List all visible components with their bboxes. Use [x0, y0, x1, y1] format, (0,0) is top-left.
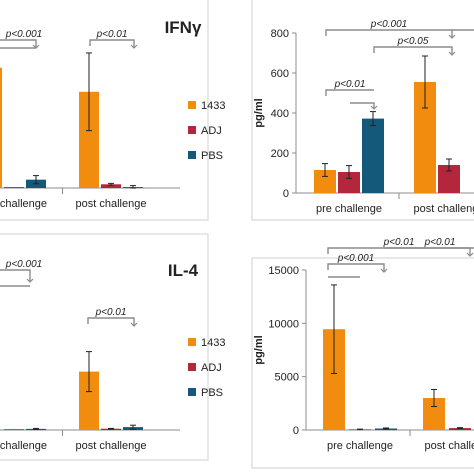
il4_left-legend-label: ADJ	[201, 362, 222, 374]
il4_left-bar-adj	[4, 429, 24, 430]
il4_right-y-axis-label: pg/ml	[253, 335, 265, 364]
ifng_left-p-value-label: p<0.01	[96, 29, 128, 40]
il4_left-legend-swatch	[188, 363, 196, 371]
ifng_right-y-axis-label: pg/ml	[253, 98, 265, 127]
ifng_right-significance-bracket	[373, 46, 453, 55]
title-ifng: IFNγ	[165, 18, 202, 37]
il4_right-category-label: pre challenge	[327, 440, 393, 452]
ifng_left-legend-swatch	[188, 126, 196, 134]
ifng_right-bracket-arrow	[448, 51, 456, 56]
il4_left-category-label: pre challenge	[0, 440, 47, 452]
ifng_left-bar-1433	[79, 91, 99, 188]
ifng_left-legend-label: PBS	[201, 150, 223, 162]
ifng_left-p-value-label: p<0.001	[5, 29, 42, 40]
ifng_left-bar-adj	[4, 187, 24, 188]
il4_right-p-value-label: p<0.001	[337, 253, 374, 264]
il4_left-legend-swatch	[188, 388, 196, 396]
ifng_right-p-value-label: p<0.05	[397, 36, 429, 47]
il4_right-y-tick-label: 5000	[275, 372, 299, 384]
ifng_left-category-label: post challenge	[76, 198, 147, 210]
il4_left-category-label: post challenge	[76, 440, 147, 452]
ifng_right-y-tick-label: 600	[271, 68, 289, 80]
ifng_left-legend-swatch	[188, 101, 196, 109]
il4_left-legend-label: 1433	[201, 337, 225, 349]
ifng_left-bar-1433	[0, 67, 2, 188]
il4_right-y-tick-label: 0	[293, 425, 299, 437]
ifng_right-significance-bracket	[350, 102, 375, 109]
ifng_right-bar-pbs	[362, 118, 384, 193]
il4_right-bracket-arrow	[466, 252, 474, 257]
ifng_left-bracket-arrow	[130, 44, 138, 49]
ifng_right-significance-bracket	[325, 89, 374, 96]
il4_right-bar-1433	[423, 398, 445, 430]
ifng_right-significance-bracket	[325, 29, 453, 38]
ifng_right-bracket-arrow	[370, 105, 378, 110]
ifng_right-p-value-label: p<0.001	[370, 19, 407, 30]
ifng_left-legend-label: 1433	[201, 100, 225, 112]
il4_left-p-value-label: p<0.01	[95, 307, 127, 318]
panel-frame-bottom-right	[251, 257, 474, 469]
il4_right-bar-adj	[449, 428, 471, 430]
il4_right-category-label: post challenge	[425, 440, 474, 452]
ifng_right-bar-1433	[414, 82, 436, 193]
il4_left-p-value-label: p<0.001	[5, 259, 42, 270]
ifng_right-y-tick-label: 200	[271, 148, 289, 160]
ifng_right-category-label: pre challenge	[316, 203, 382, 215]
il4_left-significance-bracket	[0, 269, 31, 282]
il4_right-bar-1433	[323, 329, 345, 430]
il4_left-legend-label: PBS	[201, 387, 223, 399]
il4_right-bracket-arrow	[380, 268, 388, 273]
ifng_right-p-value-label: p<0.01	[334, 79, 366, 90]
charts-layer: pre challenge post challenge p<0.001 p<0.01…	[0, 19, 474, 452]
il4_right-p-value-label: p<0.01	[383, 237, 415, 248]
ifng_left-bar-adj	[101, 184, 121, 188]
title-il4: IL-4	[168, 261, 199, 280]
ifng_right-bar-adj	[338, 172, 360, 193]
il4_left-bar-1433	[79, 371, 99, 430]
il4_left-legend-swatch	[188, 338, 196, 346]
il4_right-p-value-label: p<0.01	[424, 237, 456, 248]
il4_right-significance-bracket	[327, 263, 385, 272]
ifng_left-category-label: pre challenge	[0, 198, 47, 210]
panel-frame-bottom-left	[0, 233, 209, 461]
ifng_right-bar-adj	[438, 165, 460, 193]
ifng_left-significance-bracket	[0, 39, 37, 48]
ifng_right-y-tick-label: 400	[271, 108, 289, 120]
ifng_right-category-label: post challenge	[414, 203, 474, 215]
ifng_left-legend-swatch	[188, 151, 196, 159]
ifng_right-y-tick-label: 0	[283, 188, 289, 200]
il4_right-y-tick-label: 15000	[268, 265, 299, 277]
ifng_right-y-tick-label: 800	[271, 28, 289, 40]
il4_left-bracket-arrow	[26, 278, 34, 283]
ifng_right-bracket-arrow	[448, 34, 456, 39]
ifng_left-legend-label: ADJ	[201, 125, 222, 137]
il4_left-significance-bracket	[87, 317, 135, 326]
il4_left-bracket-arrow	[130, 322, 138, 327]
ifng_left-significance-bracket	[89, 39, 135, 48]
ifng_right-bar-1433	[314, 170, 336, 193]
panel-frame-top-right	[251, 0, 474, 221]
il4_right-y-tick-label: 10000	[268, 318, 299, 330]
panel-frame-top-left	[0, 0, 209, 221]
